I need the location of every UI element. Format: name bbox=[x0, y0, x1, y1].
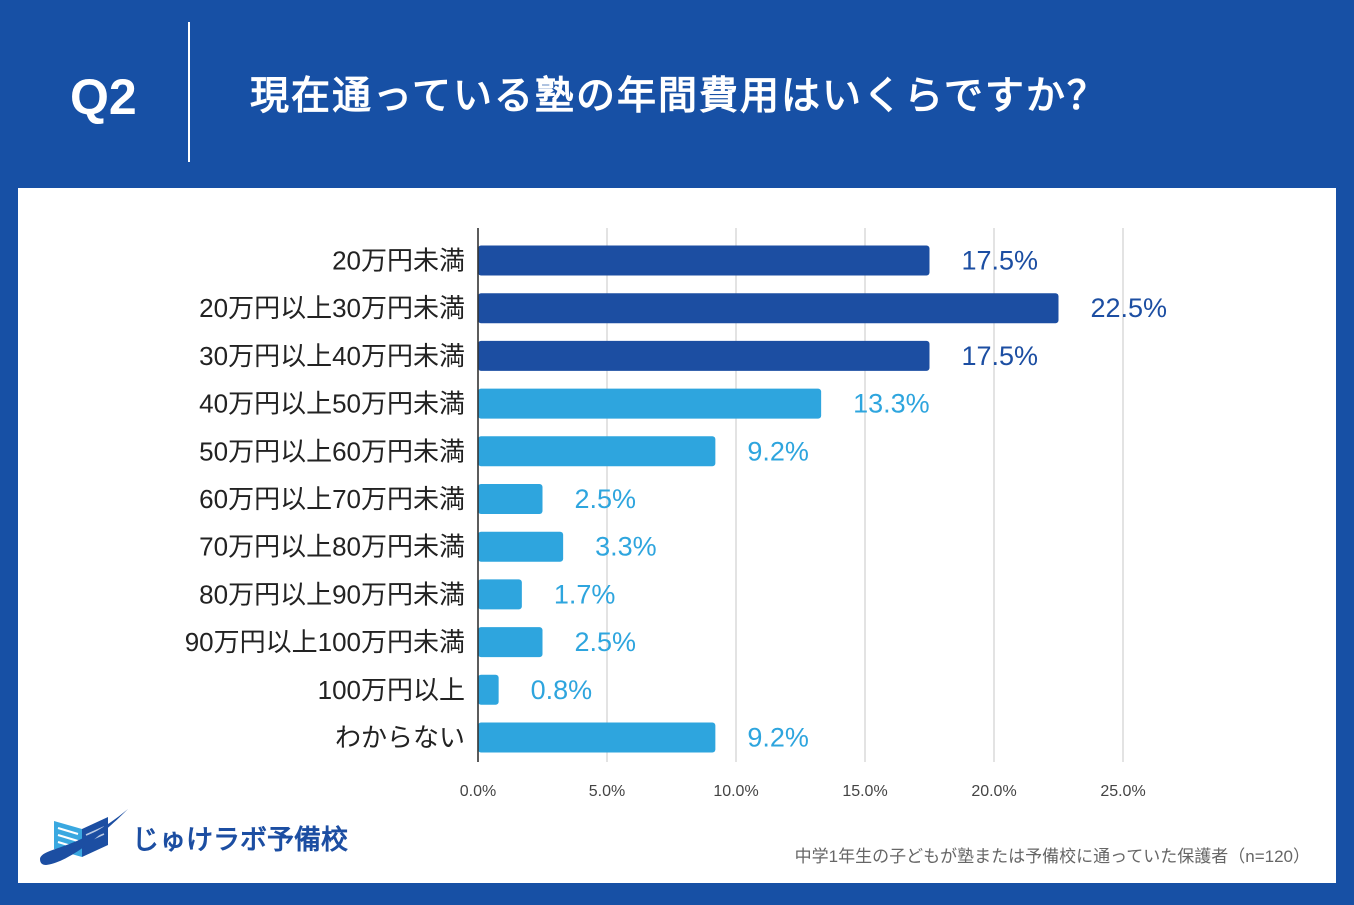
bar bbox=[478, 436, 716, 467]
header: Q2 現在通っている塾の年間費用はいくらですか？ bbox=[0, 0, 1354, 188]
category-label: 20万円未満 bbox=[332, 246, 465, 276]
question-title: 現在通っている塾の年間費用はいくらですか？ bbox=[250, 74, 1108, 119]
value-label: 22.5% bbox=[1091, 293, 1168, 323]
category-label: 70万円以上80万円未満 bbox=[199, 532, 465, 562]
category-labels: 20万円未満 20万円以上30万円未満 30万円以上40万円未満 40万円以上50万円… bbox=[185, 246, 465, 753]
value-label: 9.2% bbox=[747, 723, 809, 753]
category-label: 90万円以上100万円未満 bbox=[185, 627, 465, 657]
x-tick-label: 0.0% bbox=[460, 783, 496, 800]
value-labels: 17.5% 22.5% 17.5% 13.3% 9.2% 2.5% 3.3% 1.7% 2.5%… bbox=[531, 246, 1167, 753]
bar bbox=[478, 293, 1059, 324]
x-tick-label: 10.0% bbox=[713, 783, 758, 800]
category-label: 50万円以上60万円未満 bbox=[199, 436, 465, 466]
brand-logo-text: じゅけラボ予備校 bbox=[132, 824, 348, 856]
x-tick-label: 5.0% bbox=[589, 783, 625, 800]
value-label: 2.5% bbox=[575, 627, 637, 657]
open-book-swoosh-icon bbox=[40, 809, 128, 865]
bars bbox=[478, 245, 1059, 753]
bar bbox=[478, 388, 822, 419]
chart-panel: 0.0% 5.0% 10.0% 15.0% 20.0% 25.0% 20万円未満 20万円以上… bbox=[18, 188, 1336, 883]
bar bbox=[478, 722, 716, 753]
bar bbox=[478, 627, 543, 658]
bar bbox=[478, 674, 499, 705]
value-label: 1.7% bbox=[554, 579, 616, 609]
value-label: 0.8% bbox=[531, 675, 593, 705]
value-label: 3.3% bbox=[595, 532, 657, 562]
bar bbox=[478, 484, 543, 514]
category-label: 20万円以上30万円未満 bbox=[199, 293, 465, 323]
x-tick-label: 15.0% bbox=[842, 783, 887, 800]
category-label: 60万円以上70万円未満 bbox=[199, 484, 465, 514]
x-tick-label: 20.0% bbox=[971, 783, 1016, 800]
bar bbox=[478, 340, 930, 371]
value-label: 17.5% bbox=[962, 246, 1039, 276]
question-number: Q2 bbox=[70, 69, 137, 125]
header-divider bbox=[188, 22, 190, 162]
bar bbox=[478, 579, 522, 610]
category-label: 30万円以上40万円未満 bbox=[199, 341, 465, 371]
category-label: 100万円以上 bbox=[318, 675, 465, 705]
category-label: わからない bbox=[335, 723, 465, 753]
bar bbox=[478, 245, 930, 276]
brand-logo: じゅけラボ予備校 bbox=[38, 806, 348, 868]
category-label: 80万円以上90万円未満 bbox=[199, 579, 465, 609]
x-tick-label: 25.0% bbox=[1100, 783, 1145, 800]
x-axis-ticks: 0.0% 5.0% 10.0% 15.0% 20.0% 25.0% bbox=[460, 783, 1146, 800]
category-label: 40万円以上50万円未満 bbox=[199, 389, 465, 419]
bar-chart: 0.0% 5.0% 10.0% 15.0% 20.0% 25.0% 20万円未満 20万円以上… bbox=[185, 228, 1167, 800]
value-label: 13.3% bbox=[853, 389, 930, 419]
sample-note: 中学1年生の子どもが塾または予備校に通っていた保護者（n=120） bbox=[794, 847, 1310, 866]
value-label: 17.5% bbox=[962, 341, 1039, 371]
bar bbox=[478, 531, 564, 562]
value-label: 2.5% bbox=[575, 484, 637, 514]
value-label: 9.2% bbox=[747, 436, 809, 466]
